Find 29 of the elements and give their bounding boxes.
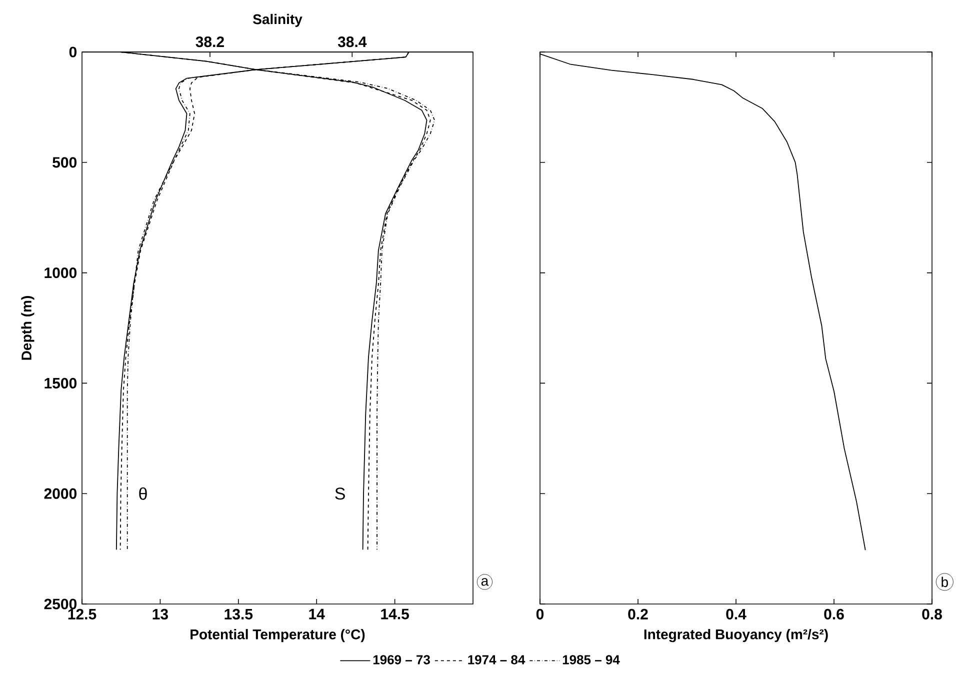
y-tick-label: 0 bbox=[69, 46, 77, 58]
x-axis-title: Integrated Buoyancy (m²/s²) bbox=[644, 629, 828, 642]
x-tick-label: 0.4 bbox=[726, 608, 746, 620]
x2-axis-title: Salinity bbox=[253, 14, 302, 27]
text: a bbox=[481, 578, 489, 586]
legend-label: 1974 – 84 bbox=[468, 655, 526, 664]
y-axis-title: Depth (m) bbox=[21, 296, 34, 360]
legend-label: 1969 – 73 bbox=[373, 655, 430, 664]
annotation: S bbox=[335, 488, 345, 500]
x-tick-label: 13.5 bbox=[224, 608, 253, 620]
x-tick-label: 14.5 bbox=[381, 608, 409, 620]
y-tick-label: 1000 bbox=[44, 267, 76, 278]
x-tick-label: 12.5 bbox=[68, 608, 96, 620]
x-tick-label: 0.8 bbox=[922, 608, 942, 620]
text: b bbox=[942, 576, 948, 588]
x-tick-label: 0.6 bbox=[824, 608, 844, 620]
x-tick-label: 13 bbox=[152, 608, 168, 620]
x-axis-title: Potential Temperature (°C) bbox=[190, 629, 365, 642]
y-tick-label: 2000 bbox=[44, 488, 76, 499]
annotation: θ bbox=[139, 487, 147, 500]
x-tick-label: 14 bbox=[309, 608, 325, 620]
legend-label: 1985 – 94 bbox=[562, 655, 620, 664]
x-tick-label: 0 bbox=[536, 608, 544, 620]
y-tick-label: 1500 bbox=[44, 378, 76, 389]
x2-tick-label: 38.4 bbox=[338, 36, 367, 48]
x2-tick-label: 38.2 bbox=[196, 36, 224, 48]
y-tick-label: 500 bbox=[52, 157, 77, 168]
x-tick-label: 0.2 bbox=[628, 608, 648, 620]
y-tick-label: 2500 bbox=[44, 598, 76, 610]
